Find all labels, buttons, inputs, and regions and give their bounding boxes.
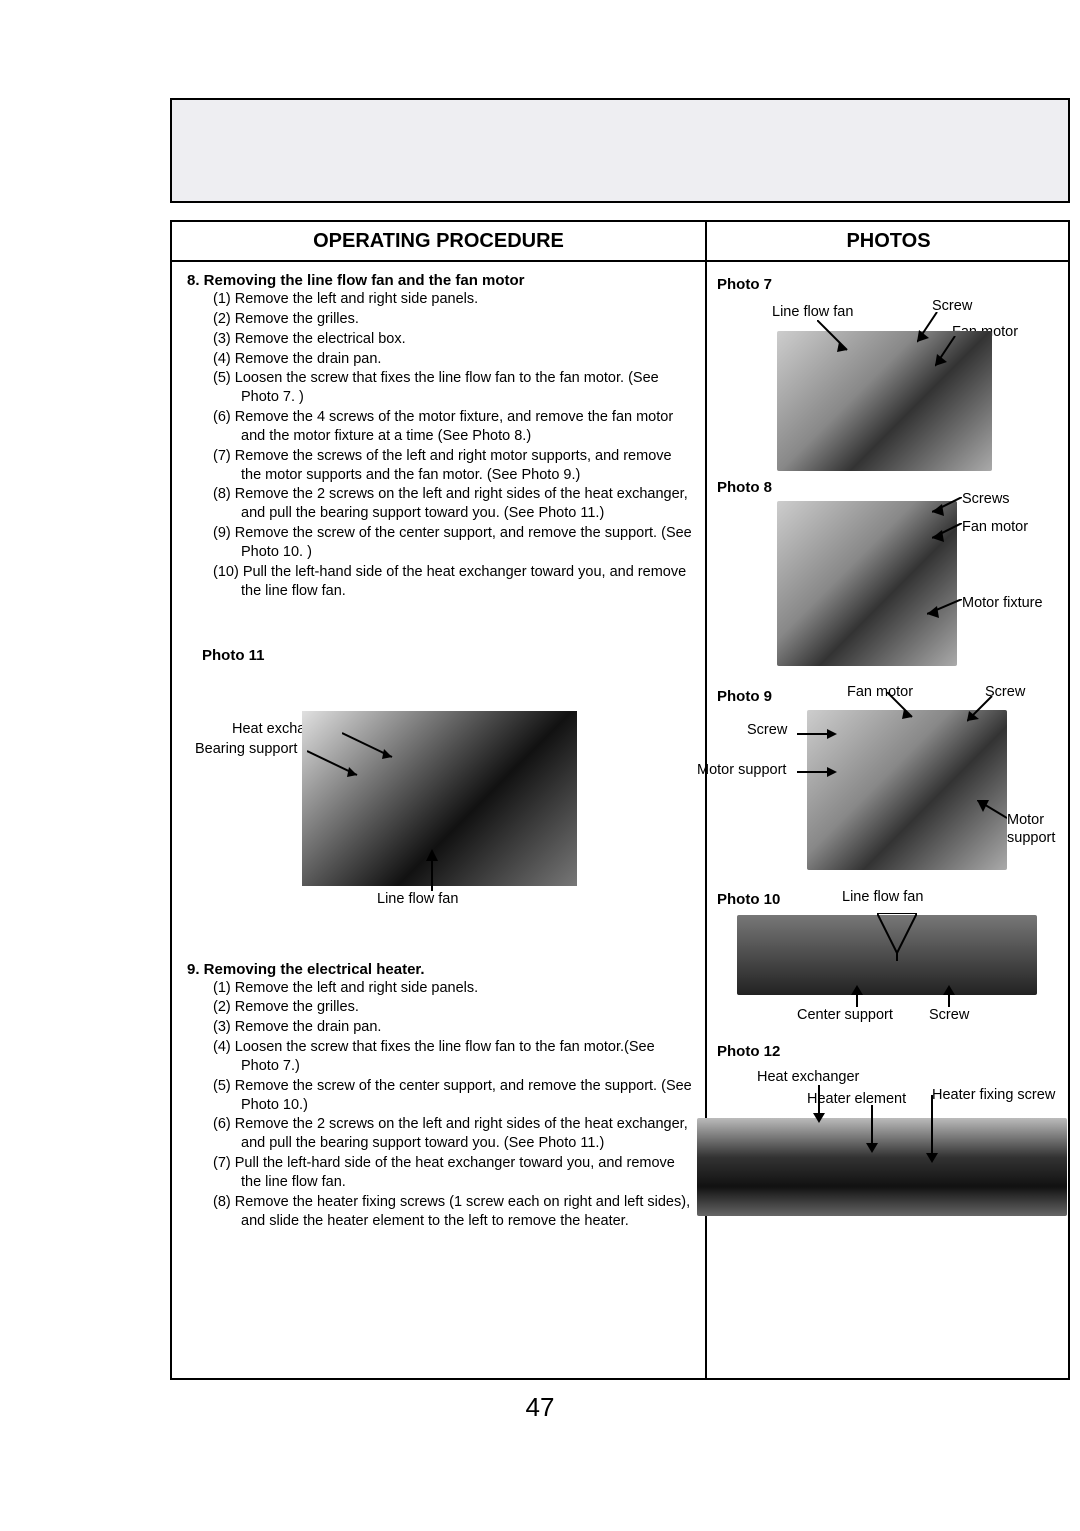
arrow-icon [307,745,367,785]
header-frame [170,98,1070,203]
photo-9-callout-screw-left: Screw [747,722,787,738]
step-8-1: (1) Remove the left and right side panel… [187,290,692,309]
step-8-2: (2) Remove the grilles. [187,310,692,329]
left-column-header: OPERATING PROCEDURE [172,222,705,260]
step-8-3: (3) Remove the electrical box. [187,330,692,349]
photo-8-image [777,501,957,666]
photo-10-callout-center-support: Center support [797,1007,893,1023]
arrow-icon [417,849,447,891]
header-divider [172,260,1068,262]
arrow-icon [917,1095,947,1165]
right-column-body: Photo 7 Line flow fan Screw Fan motor Ph… [717,270,1065,1226]
arrow-icon [809,1085,829,1123]
step-8-10: (10) Pull the left-hand side of the heat… [187,563,692,601]
photo-8-block: Photo 8 Screws Fan motor Motor fixture [717,479,1057,674]
photo-12-label: Photo 12 [717,1043,1057,1060]
photo-8-callout-screws: Screws [962,491,1010,507]
step-9-6: (6) Remove the 2 screws on the left and … [187,1115,692,1153]
arrow-icon [935,336,965,376]
arrow-icon [877,913,917,963]
photo-9-block: Photo 9 Fan motor Screw Screw Motor supp… [717,682,1057,877]
step-8-4: (4) Remove the drain pan. [187,350,692,369]
step-9-8: (8) Remove the heater fixing screws (1 s… [187,1193,692,1231]
page-number: 47 [0,1392,1080,1423]
step-9-2: (2) Remove the grilles. [187,998,692,1017]
arrow-icon [939,985,959,1007]
photo-10-callout-line-flow-fan: Line flow fan [842,889,923,905]
step-9-4: (4) Loosen the screw that fixes the line… [187,1038,692,1076]
photo-7-label: Photo 7 [717,276,1057,293]
photo-11-callout-bearing-support: Bearing support [195,741,297,757]
right-column-header: PHOTOS [707,222,1070,260]
left-column-body: 8. Removing the line flow fan and the fa… [187,270,692,1230]
photo-7-block: Photo 7 Line flow fan Screw Fan motor [717,276,1057,471]
arrow-icon [797,766,837,778]
arrow-icon [967,696,997,726]
photo-12-callout-heat-exchanger: Heat exchanger [757,1069,859,1085]
photo-8-callout-motor-fixture: Motor fixture [962,595,1043,611]
section-8-title: 8. Removing the line flow fan and the fa… [187,272,692,289]
arrow-icon [862,1105,882,1153]
photo-10-block: Photo 10 Line flow fan Center support Sc… [717,885,1057,1035]
main-table: OPERATING PROCEDURE PHOTOS 8. Removing t… [170,220,1070,1380]
arrow-icon [977,800,1007,820]
arrow-icon [927,599,962,619]
photo-8-callout-fan-motor: Fan motor [962,519,1028,535]
step-9-3: (3) Remove the drain pan. [187,1018,692,1037]
photo-9-image [807,710,1007,870]
step-8-9: (9) Remove the screw of the center suppo… [187,524,692,562]
step-8-5: (5) Loosen the screw that fixes the line… [187,369,692,407]
photo-12-block: Photo 12 Heat exchanger Heater element H… [717,1043,1057,1218]
step-8-8: (8) Remove the 2 screws on the left and … [187,485,692,523]
photo-11-block: Photo 11 Heat exchanger Bearing support … [187,641,697,941]
photo-11-label: Photo 11 [202,647,265,664]
arrow-icon [847,985,867,1007]
arrow-icon [932,497,962,517]
section-9-title: 9. Removing the electrical heater. [187,961,692,978]
arrow-icon [887,692,917,722]
photo-12-image [697,1118,1067,1216]
arrow-icon [932,523,962,543]
step-9-1: (1) Remove the left and right side panel… [187,979,692,998]
arrow-icon [817,320,857,360]
photo-10-callout-screw: Screw [929,1007,969,1023]
photo-7-callout-line-flow-fan: Line flow fan [772,304,853,320]
photo-10-label: Photo 10 [717,891,780,908]
step-8-7: (7) Remove the screws of the left and ri… [187,447,692,485]
photo-9-callout-motor: Motor [1007,812,1044,828]
photo-11-callout-line-flow-fan: Line flow fan [377,891,458,907]
step-9-7: (7) Pull the left-hard side of the heat … [187,1154,692,1192]
arrow-icon [797,728,837,740]
photo-9-callout-motor-support-left: Motor support [697,762,786,778]
step-8-6: (6) Remove the 4 screws of the motor fix… [187,408,692,446]
photo-12-callout-heater-fixing-screw: Heater fixing screw [932,1087,1055,1103]
photo-9-callout-support: support [1007,830,1055,846]
step-9-5: (5) Remove the screw of the center suppo… [187,1077,692,1115]
photo-9-label: Photo 9 [717,688,772,705]
